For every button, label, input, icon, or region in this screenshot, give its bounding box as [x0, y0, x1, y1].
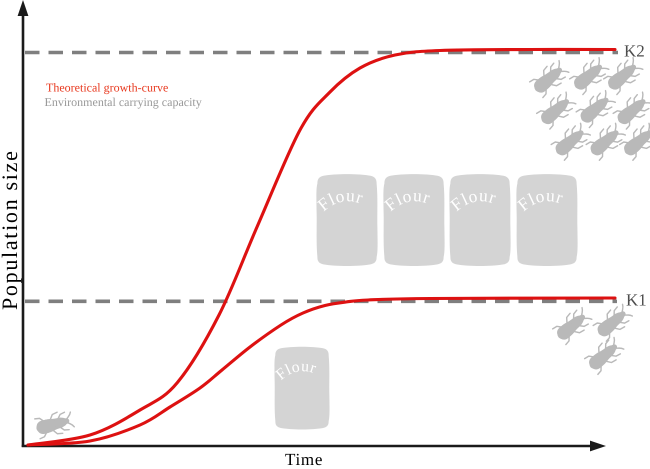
svg-text:Environmental carrying capacit: Environmental carrying capacity: [45, 95, 202, 109]
svg-text:Theoretical growth-curve: Theoretical growth-curve: [46, 81, 168, 95]
svg-text:Time: Time: [285, 450, 323, 469]
svg-text:Population size: Population size: [0, 149, 22, 310]
svg-text:K2: K2: [624, 42, 645, 61]
svg-text:K1: K1: [626, 291, 647, 310]
